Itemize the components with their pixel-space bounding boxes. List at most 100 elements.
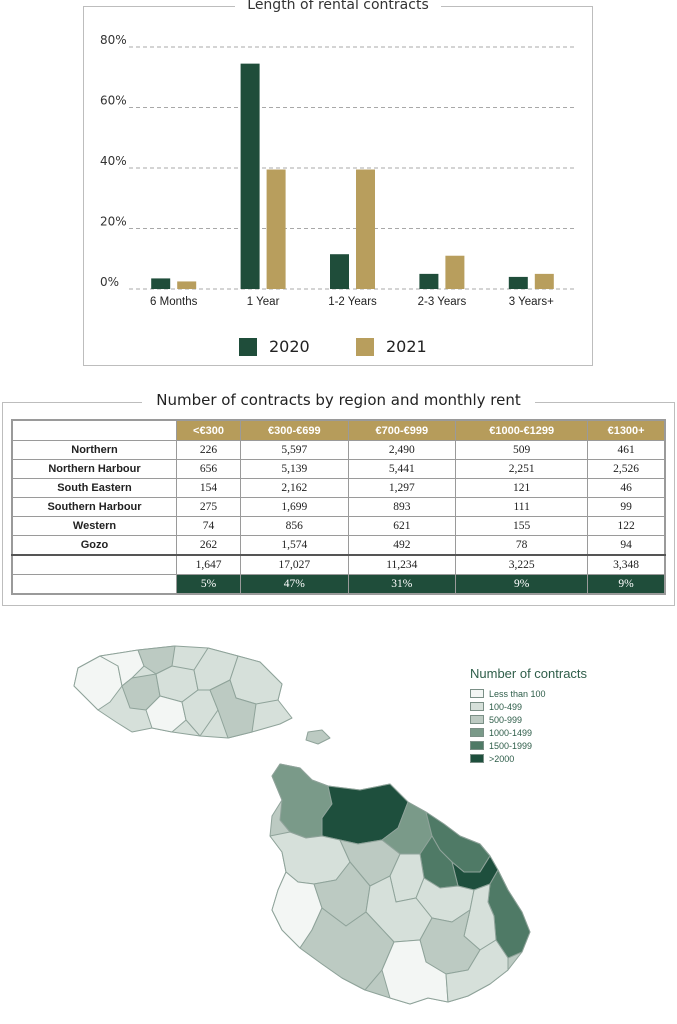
legend-item-2021: 2021 (356, 337, 427, 356)
percentage-cell: 9% (587, 574, 666, 595)
map-legend-label: >2000 (489, 753, 515, 764)
legend-swatch-2021 (356, 337, 374, 356)
percentage-cell: 31% (347, 574, 457, 595)
percentage-cell: 47% (240, 574, 349, 595)
table-cell: 1,297 (347, 478, 457, 498)
table-cell: 122 (587, 516, 666, 536)
column-header: €300-€699 (240, 419, 349, 441)
map-legend-swatch (470, 741, 484, 750)
table-cell: 1,699 (240, 497, 349, 517)
map-region (229, 655, 283, 705)
rental-length-chart: Length of rental contracts 0% 20% 40% 60% 80… (83, 0, 593, 366)
map-legend-label: 100-499 (489, 701, 523, 712)
table-cell: 856 (240, 516, 349, 536)
totals-row: 1,647 17,027 11,234 3,225 3,348 (11, 554, 666, 575)
y-tick-label: 80% (100, 33, 127, 47)
bar-2020 (419, 273, 439, 289)
bar-2020 (151, 278, 171, 289)
column-header: €700-€999 (347, 419, 457, 441)
table-cell: 5,597 (240, 440, 349, 460)
map-legend: Number of contracts Less than 100 100-49… (470, 666, 587, 765)
x-tick-label: 2-3 Years (418, 296, 467, 308)
y-tick-label: 0% (100, 275, 119, 289)
table-cell: 656 (176, 459, 241, 479)
legend-item-2020: 2020 (239, 337, 310, 356)
rent-table: <€300 €300-€699 €700-€999 €1000-€1299 €1… (11, 419, 666, 595)
table-row: Northern Harbour 656 5,139 5,441 2,251 2,526 (11, 459, 666, 479)
map-legend-label: 1000-1499 (489, 727, 533, 738)
region-name: Gozo (11, 535, 177, 556)
column-header: €1000-€1299 (455, 419, 589, 441)
bar-2021 (266, 169, 286, 289)
column-header: <€300 (176, 419, 241, 441)
map-legend-label: Less than 100 (489, 688, 546, 699)
table-cell: 121 (455, 478, 589, 498)
legend-label-2021: 2021 (386, 337, 427, 356)
column-header: €1300+ (587, 419, 666, 441)
bar-2021 (534, 273, 554, 289)
table-row: Western 74 856 621 155 122 (11, 516, 666, 536)
table-cell: 78 (455, 535, 589, 556)
table-row: Southern Harbour 275 1,699 893 111 99 (11, 497, 666, 517)
legend-label-2020: 2020 (269, 337, 310, 356)
table-cell: 5,139 (240, 459, 349, 479)
table-cell: 2,162 (240, 478, 349, 498)
x-tick-label: 6 Months (150, 296, 198, 308)
totals-label-cell (11, 554, 177, 575)
bar-chart-svg: 0% 20% 40% 60% 80% 6 Months 1 Year 1-2 Years 2-3… (100, 33, 576, 308)
bar-2021 (177, 281, 197, 289)
total-cell: 11,234 (347, 554, 457, 575)
x-tick-label: 3 Years+ (509, 296, 554, 308)
table-cell: 46 (587, 478, 666, 498)
table-cell: 5,441 (347, 459, 457, 479)
map-legend-swatch (470, 715, 484, 724)
table-cell: 99 (587, 497, 666, 517)
total-cell: 3,225 (455, 554, 589, 575)
map-legend-swatch (470, 728, 484, 737)
map-region (269, 831, 351, 885)
region-name: Western (11, 516, 177, 536)
percentage-cell: 9% (455, 574, 589, 595)
map-legend-label: 500-999 (489, 714, 523, 725)
table-cell: 226 (176, 440, 241, 460)
table-row: Gozo 262 1,574 492 78 94 (11, 535, 666, 556)
percentage-label-cell (11, 574, 177, 595)
malta-choropleth-map (73, 645, 531, 1005)
table-cell: 621 (347, 516, 457, 536)
table-cell: 2,490 (347, 440, 457, 460)
map-legend-item: 1500-1999 (470, 739, 587, 752)
percentage-row: 5% 47% 31% 9% 9% (11, 574, 666, 595)
table-cell: 492 (347, 535, 457, 556)
table-cell: 94 (587, 535, 666, 556)
table-cell: 275 (176, 497, 241, 517)
rent-table-section: Number of contracts by region and monthl… (2, 391, 675, 606)
map-legend-item: 500-999 (470, 713, 587, 726)
table-cell: 262 (176, 535, 241, 556)
x-tick-label: 1 Year (247, 296, 280, 308)
table-cell: 154 (176, 478, 241, 498)
table-corner-cell (11, 419, 177, 441)
table-row: South Eastern 154 2,162 1,297 121 46 (11, 478, 666, 498)
table-cell: 461 (587, 440, 666, 460)
y-tick-label: 20% (100, 215, 127, 229)
table-cell: 155 (455, 516, 589, 536)
x-tick-label: 1-2 Years (328, 296, 377, 308)
table-cell: 893 (347, 497, 457, 517)
table-cell: 111 (455, 497, 589, 517)
bar-2021 (445, 255, 465, 289)
total-cell: 3,348 (587, 554, 666, 575)
total-cell: 17,027 (240, 554, 349, 575)
table-row: Northern 226 5,597 2,490 509 461 (11, 440, 666, 460)
y-tick-label: 60% (100, 94, 127, 108)
percentage-cell: 5% (176, 574, 241, 595)
table-cell: 1,574 (240, 535, 349, 556)
bar-2020 (508, 276, 528, 289)
region-name: Northern (11, 440, 177, 460)
table-header-row: <€300 €300-€699 €700-€999 €1000-€1299 €1… (11, 419, 666, 441)
chart-title: Length of rental contracts (84, 0, 592, 13)
bar-2021 (356, 169, 375, 289)
map-region (381, 939, 449, 1005)
y-tick-label: 40% (100, 154, 127, 168)
map-region (305, 729, 331, 745)
map-legend-item: Less than 100 (470, 687, 587, 700)
